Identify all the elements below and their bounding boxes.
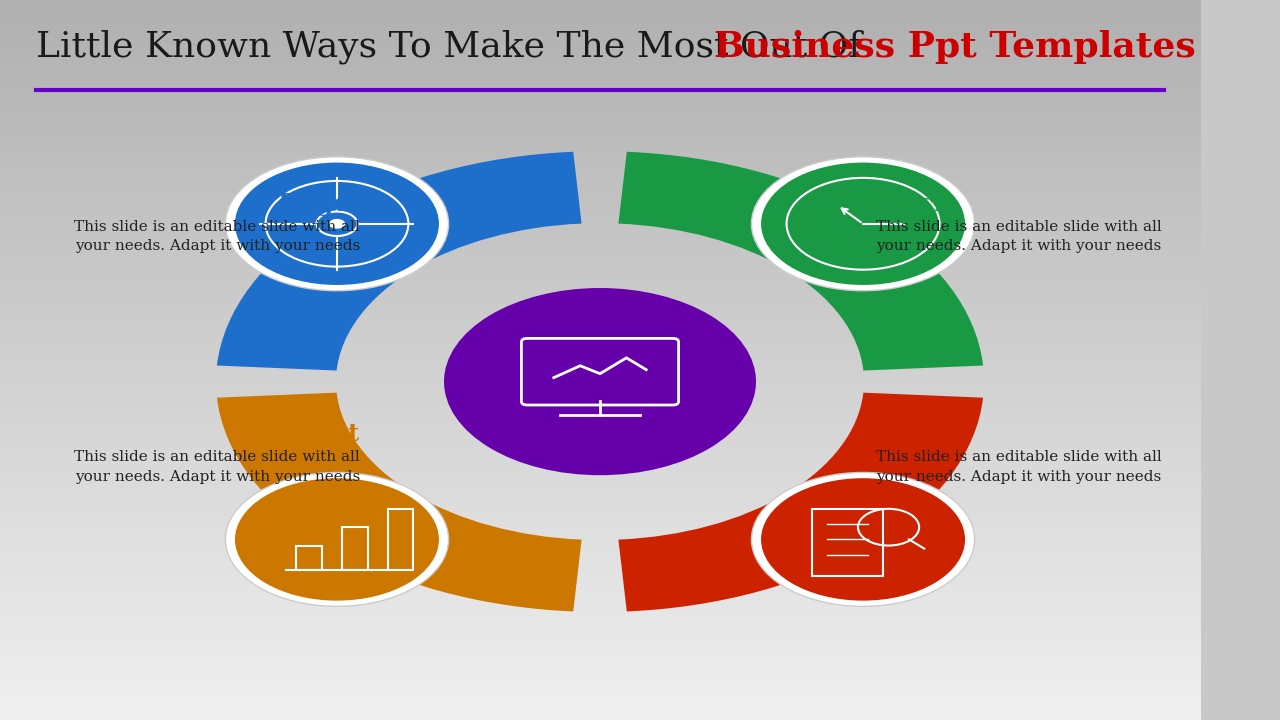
Text: Target: Target — [275, 192, 360, 216]
Circle shape — [329, 219, 346, 229]
Wedge shape — [216, 152, 581, 371]
Circle shape — [751, 472, 974, 606]
Text: This slide is an editable slide with all
your needs. Adapt it with your needs: This slide is an editable slide with all… — [74, 450, 360, 484]
Text: Business Ppt Templates: Business Ppt Templates — [714, 30, 1196, 64]
Text: This slide is an editable slide with all
your needs. Adapt it with your needs: This slide is an editable slide with all… — [876, 220, 1162, 253]
Wedge shape — [618, 152, 983, 371]
Bar — [296, 546, 321, 570]
Circle shape — [236, 163, 439, 285]
Circle shape — [444, 288, 756, 475]
Text: Little Known Ways To Make The Most Out Of: Little Known Ways To Make The Most Out O… — [36, 30, 873, 64]
Text: This slide is an editable slide with all
your needs. Adapt it with your needs: This slide is an editable slide with all… — [876, 450, 1162, 484]
Circle shape — [762, 478, 965, 600]
Circle shape — [236, 478, 439, 600]
Text: Clock: Clock — [876, 192, 950, 216]
Circle shape — [225, 472, 448, 606]
Text: Profit: Profit — [284, 423, 360, 446]
Bar — [342, 527, 367, 570]
Circle shape — [762, 163, 965, 285]
Text: This slide is an editable slide with all
your needs. Adapt it with your needs: This slide is an editable slide with all… — [74, 220, 360, 253]
Wedge shape — [216, 392, 581, 611]
Circle shape — [225, 157, 448, 291]
Circle shape — [751, 157, 974, 291]
Bar — [388, 509, 413, 570]
Wedge shape — [618, 392, 983, 611]
Text: Search: Search — [876, 423, 968, 446]
